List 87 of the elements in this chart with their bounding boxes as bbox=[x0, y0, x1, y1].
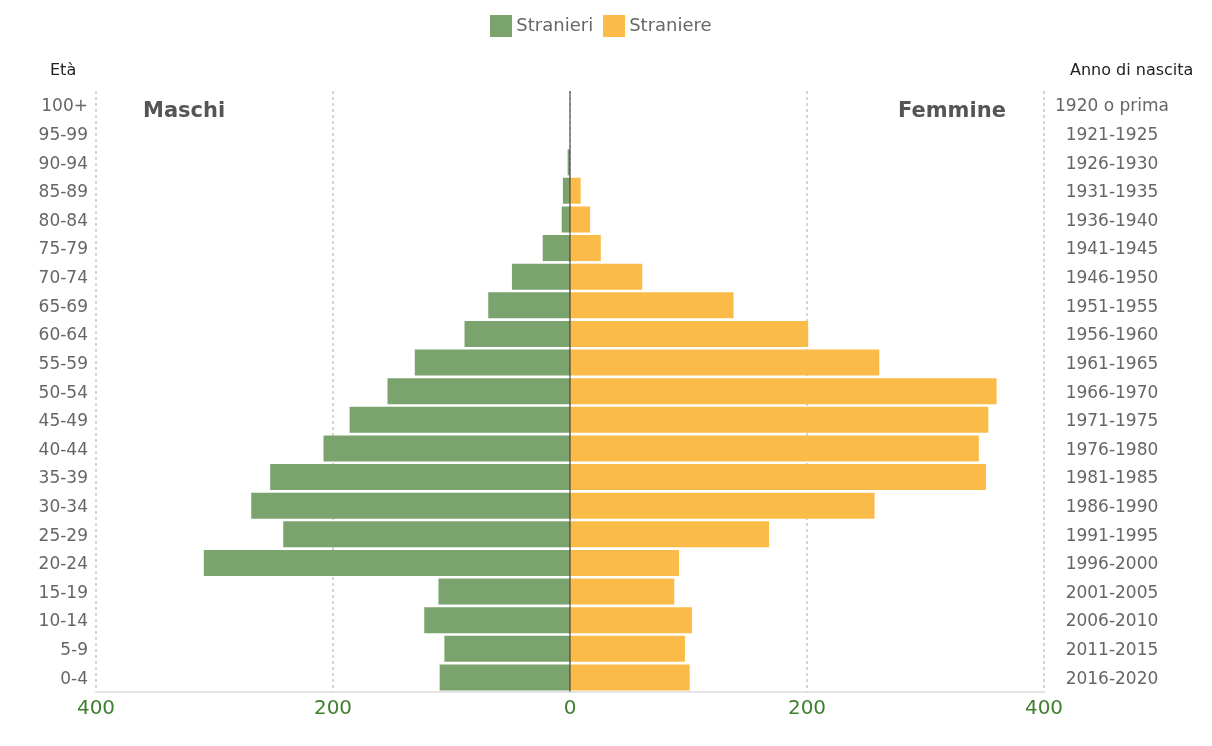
y-axis-title: Età bbox=[50, 60, 77, 79]
x-tick-label: 200 bbox=[787, 695, 827, 720]
y-tick-label: 30-34 bbox=[38, 496, 88, 517]
bar bbox=[570, 578, 675, 605]
y2-tick-label: 2011-2015 bbox=[1065, 639, 1159, 660]
y2-tick-label: 1931-1935 bbox=[1065, 181, 1159, 202]
y2-tick-label: 1926-1930 bbox=[1065, 152, 1159, 173]
bar bbox=[570, 435, 979, 462]
bar bbox=[570, 521, 770, 548]
y-tick-label: 15-19 bbox=[38, 581, 88, 602]
annotation: Maschi bbox=[143, 98, 226, 122]
bar bbox=[251, 492, 570, 519]
y2-tick-label: 1961-1965 bbox=[1065, 352, 1159, 373]
y-tick-label: 95-99 bbox=[38, 123, 88, 144]
y-tick-label: 35-39 bbox=[38, 467, 88, 488]
y-tick-label: 60-64 bbox=[38, 324, 88, 345]
y2-tick-label: 2001-2005 bbox=[1065, 581, 1159, 602]
bar bbox=[488, 292, 570, 319]
bar bbox=[570, 378, 997, 405]
bar bbox=[570, 664, 690, 691]
y2-tick-label: 1986-1990 bbox=[1065, 496, 1159, 517]
y-tick-label: 45-49 bbox=[38, 410, 88, 431]
bar bbox=[511, 263, 570, 290]
bar bbox=[570, 263, 643, 290]
y-tick-label: 25-29 bbox=[38, 524, 88, 545]
bar bbox=[439, 664, 570, 691]
y-tick-label: 10-14 bbox=[38, 610, 88, 631]
y2-tick-label: 1991-1995 bbox=[1065, 524, 1159, 545]
y2-tick-label: 1936-1940 bbox=[1065, 209, 1159, 230]
y2-tick-label: 1971-1975 bbox=[1065, 410, 1159, 431]
y-tick-label: 75-79 bbox=[38, 238, 88, 259]
y2-axis-title: Anno di nascita bbox=[1070, 60, 1194, 79]
y2-tick-label: 1996-2000 bbox=[1065, 553, 1159, 574]
y-tick-label: 90-94 bbox=[38, 152, 88, 173]
y-tick-label: 55-59 bbox=[38, 352, 88, 373]
y2-tick-label: 1966-1970 bbox=[1065, 381, 1159, 402]
bar bbox=[444, 635, 570, 662]
legend-label: Stranieri bbox=[516, 14, 594, 35]
legend-label: Straniere bbox=[629, 14, 712, 35]
y-tick-label: 80-84 bbox=[38, 209, 88, 230]
y2-tick-label: 1981-1985 bbox=[1065, 467, 1159, 488]
bar bbox=[570, 292, 734, 319]
bar bbox=[570, 235, 601, 262]
bar bbox=[570, 607, 693, 634]
bar bbox=[464, 320, 570, 347]
bar bbox=[570, 206, 591, 233]
bar bbox=[349, 406, 570, 433]
y2-tick-label: 2006-2010 bbox=[1065, 610, 1159, 631]
bar bbox=[387, 378, 570, 405]
y2-tick-label: 1920 o prima bbox=[1055, 95, 1169, 116]
y-tick-label: 5-9 bbox=[60, 639, 88, 660]
bar bbox=[570, 406, 989, 433]
bar bbox=[570, 549, 680, 576]
bar bbox=[283, 521, 570, 548]
y-tick-label: 50-54 bbox=[38, 381, 88, 402]
x-tick-label: 0 bbox=[563, 695, 577, 720]
bar bbox=[570, 177, 581, 204]
bar bbox=[438, 578, 570, 605]
y2-tick-label: 2016-2020 bbox=[1065, 667, 1159, 688]
bar bbox=[424, 607, 570, 634]
x-tick-label: 400 bbox=[1024, 695, 1064, 720]
y-tick-label: 70-74 bbox=[38, 267, 88, 288]
y-tick-label: 65-69 bbox=[38, 295, 88, 316]
y2-tick-label: 1951-1955 bbox=[1065, 295, 1159, 316]
bar bbox=[570, 464, 986, 491]
y-tick-label: 0-4 bbox=[60, 667, 88, 688]
y-tick-label: 20-24 bbox=[38, 553, 88, 574]
y2-tick-label: 1976-1980 bbox=[1065, 438, 1159, 459]
bar bbox=[414, 349, 570, 376]
bar bbox=[270, 464, 570, 491]
y-tick-label: 85-89 bbox=[38, 181, 88, 202]
y-tick-label: 100+ bbox=[41, 95, 88, 116]
x-tick-label: 200 bbox=[313, 695, 353, 720]
x-tick-label: 400 bbox=[76, 695, 116, 720]
bar bbox=[203, 549, 570, 576]
bar bbox=[570, 492, 875, 519]
bar bbox=[570, 349, 880, 376]
bar bbox=[323, 435, 570, 462]
bar bbox=[542, 235, 570, 262]
y2-tick-label: 1946-1950 bbox=[1065, 267, 1159, 288]
y-tick-label: 40-44 bbox=[38, 438, 88, 459]
bar bbox=[570, 635, 685, 662]
y2-tick-label: 1956-1960 bbox=[1065, 324, 1159, 345]
y2-tick-label: 1941-1945 bbox=[1065, 238, 1159, 259]
y2-tick-label: 1921-1925 bbox=[1065, 123, 1159, 144]
annotation: Femmine bbox=[898, 98, 1006, 122]
bar bbox=[570, 320, 809, 347]
